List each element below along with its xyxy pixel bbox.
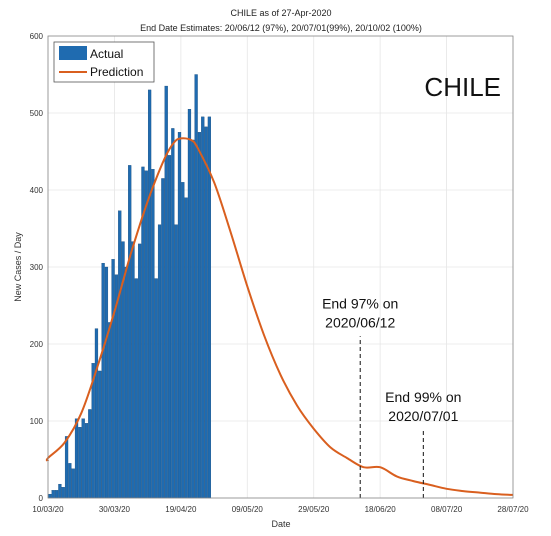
actual-bar [171, 128, 175, 499]
actual-bar [94, 328, 99, 499]
actual-bar [194, 74, 198, 499]
actual-bar [154, 278, 158, 499]
actual-bar [161, 178, 165, 499]
actual-bar [48, 493, 52, 499]
actual-bar [124, 266, 128, 499]
actual-bar [204, 126, 208, 499]
actual-bar [51, 490, 55, 499]
legend-label-prediction: Prediction [90, 65, 143, 79]
x-tick-label: 08/07/20 [431, 505, 463, 514]
actual-bar [81, 418, 85, 499]
y-axis-label: New Cases / Day [13, 232, 23, 302]
actual-bar [147, 89, 152, 499]
x-tick-label: 18/06/20 [365, 505, 397, 514]
actual-bar [197, 132, 202, 499]
actual-bar [118, 210, 122, 499]
actual-bar [88, 409, 92, 499]
actual-bar [128, 165, 132, 499]
x-tick-label: 10/03/20 [32, 505, 64, 514]
actual-bar [181, 182, 185, 499]
end-estimate-label-line2: 2020/06/12 [325, 314, 395, 330]
x-tick-label: 30/03/20 [99, 505, 131, 514]
actual-bar [71, 468, 75, 499]
actual-bar [157, 224, 162, 499]
actual-bar [191, 139, 195, 499]
actual-bar [74, 418, 79, 499]
actual-bar [54, 490, 59, 499]
actual-bar [84, 423, 89, 499]
end-estimate-label-line1: End 99% on [385, 389, 461, 405]
y-tick-label: 100 [30, 417, 44, 426]
axis-ticks: 0 100 200 300 400 500 600 10/03/20 30/03/20 19/04… [30, 32, 529, 514]
chart-title: CHILE as of 27-Apr-2020 [230, 8, 331, 18]
y-tick-label: 300 [30, 263, 44, 272]
actual-bar [138, 243, 142, 499]
actual-bar [104, 266, 109, 499]
end-estimate-label-line1: End 97% on [322, 295, 398, 311]
actual-bar [144, 170, 148, 499]
actual-bar [78, 427, 82, 499]
actual-bar [131, 241, 135, 499]
chart-subtitle: End Date Estimates: 20/06/12 (97%), 20/0… [140, 23, 422, 33]
plot-frame [47, 35, 514, 499]
x-tick-label: 28/07/20 [497, 505, 529, 514]
actual-bar [64, 436, 69, 499]
actual-bar [111, 259, 115, 499]
legend-swatch-actual [59, 46, 87, 60]
x-axis-label: Date [271, 519, 290, 529]
actual-bar [68, 463, 72, 499]
actual-bar [58, 483, 62, 499]
actual-bar [108, 322, 112, 499]
prediction-line-group [45, 137, 514, 496]
actual-bar [151, 169, 155, 499]
actual-bar [201, 116, 205, 499]
x-tick-label: 09/05/20 [232, 505, 264, 514]
annotations: End 97% on 2020/06/12 End 99% on 2020/07/01 [322, 295, 461, 498]
actual-bar [61, 487, 65, 499]
legend-label-actual: Actual [90, 47, 123, 61]
y-tick-label: 600 [30, 32, 44, 41]
legend: Actual Prediction [53, 41, 155, 83]
actual-bars [48, 74, 212, 499]
x-tick-label: 19/04/20 [165, 505, 197, 514]
actual-bar [184, 197, 188, 499]
actual-bar [101, 262, 105, 499]
actual-bar [177, 132, 182, 499]
actual-bar [134, 278, 138, 499]
country-label: CHILE [424, 72, 501, 102]
actual-bar [164, 85, 168, 499]
y-tick-label: 500 [30, 109, 44, 118]
y-tick-label: 0 [39, 494, 44, 503]
end-estimate-label-line2: 2020/07/01 [388, 408, 458, 424]
actual-bar [187, 109, 192, 499]
y-tick-label: 400 [30, 186, 44, 195]
actual-bar [98, 370, 102, 499]
prediction-line [45, 137, 514, 496]
actual-bar [174, 224, 178, 499]
y-tick-label: 200 [30, 340, 44, 349]
actual-bar [167, 155, 172, 499]
x-tick-label: 29/05/20 [298, 505, 330, 514]
